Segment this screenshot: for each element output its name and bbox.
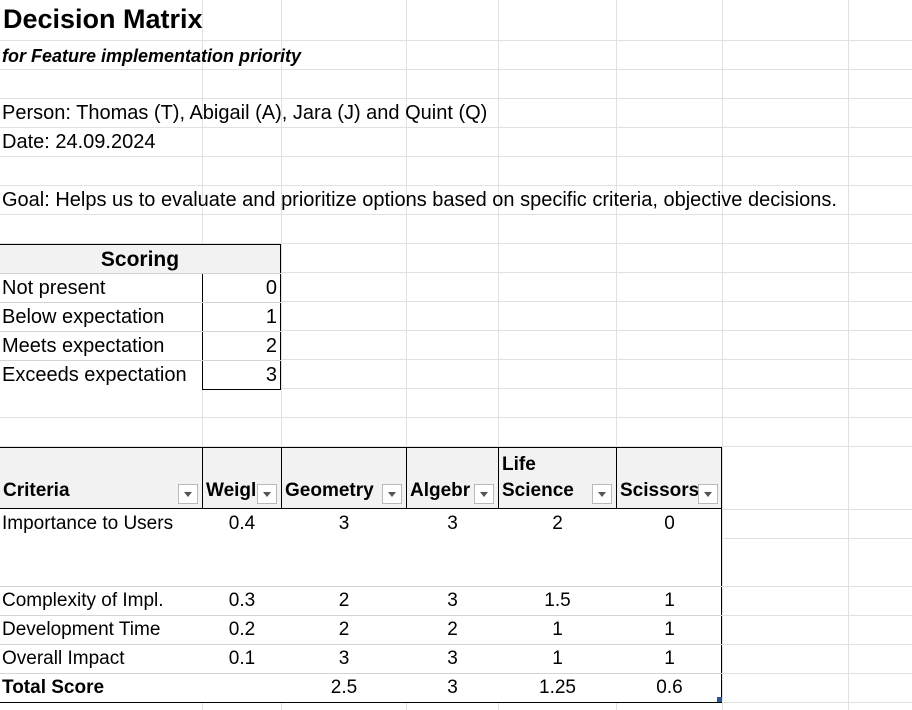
scissors-cell[interactable]: 1 (664, 619, 675, 640)
algebra-cell[interactable]: 3 (447, 513, 458, 534)
scoring-row: Exceeds expectation 3 (0, 360, 281, 390)
scoring-table: Scoring Not present 0 Below expectation … (0, 244, 281, 390)
scoring-row: Below expectation 1 (0, 302, 281, 332)
column-header-label: Life Science (502, 454, 574, 501)
scissors-cell[interactable]: 1 (664, 648, 675, 669)
weight-cell[interactable]: 0.4 (228, 513, 256, 534)
criteria-cell[interactable]: Importance to Users (2, 513, 174, 534)
filter-dropdown-icon[interactable] (474, 484, 494, 504)
life-science-cell[interactable]: 1.5 (544, 590, 571, 611)
filter-dropdown-icon[interactable] (257, 484, 277, 504)
scoring-label[interactable]: Below expectation (2, 306, 165, 328)
scoring-label[interactable]: Not present (2, 277, 106, 299)
life-science-cell[interactable]: 1 (552, 619, 563, 640)
sheet-subtitle[interactable]: for Feature implementation priority (2, 46, 302, 66)
criteria-cell[interactable]: Complexity of Impl. (2, 590, 164, 611)
total-scissors-cell[interactable]: 0.6 (656, 677, 683, 698)
total-geometry-cell[interactable]: 2.5 (330, 677, 358, 698)
scoring-value[interactable]: 3 (202, 361, 281, 390)
algebra-cell[interactable]: 2 (447, 619, 458, 640)
geometry-cell[interactable]: 3 (338, 513, 350, 534)
criteria-cell[interactable]: Development Time (2, 619, 161, 640)
total-algebra-cell[interactable]: 3 (447, 677, 458, 698)
filter-dropdown-icon[interactable] (382, 484, 402, 504)
scissors-cell[interactable]: 0 (664, 513, 675, 534)
geometry-cell[interactable]: 3 (338, 648, 350, 669)
column-header-label: Algebr (410, 480, 471, 501)
filter-dropdown-icon[interactable] (698, 484, 718, 504)
column-header-geometry[interactable]: Geometry (282, 447, 406, 509)
algebra-cell[interactable]: 3 (447, 590, 458, 611)
table-bottom-border (0, 702, 722, 703)
column-header-label: Weigl (206, 480, 257, 501)
scoring-value[interactable]: 2 (202, 332, 281, 361)
column-header-criteria[interactable]: Criteria (0, 447, 202, 509)
column-header-life-science[interactable]: Life Science (499, 447, 616, 509)
goal-line[interactable]: Goal: Helps us to evaluate and prioritiz… (2, 189, 837, 211)
scoring-header[interactable]: Scoring (0, 244, 281, 273)
geometry-cell[interactable]: 2 (338, 619, 350, 640)
column-header-algebra[interactable]: Algebr (407, 447, 498, 509)
life-science-cell[interactable]: 1 (552, 648, 563, 669)
column-header-label: Geometry (285, 480, 374, 501)
person-line[interactable]: Person: Thomas (T), Abigail (A), Jara (J… (2, 102, 488, 124)
scoring-bottom-border (202, 389, 281, 390)
scissors-cell[interactable]: 1 (664, 590, 675, 611)
scoring-label[interactable]: Exceeds expectation (2, 364, 187, 386)
total-life-science-cell[interactable]: 1.25 (539, 677, 576, 698)
sheet-title[interactable]: Decision Matrix (3, 4, 203, 34)
total-score-label[interactable]: Total Score (2, 677, 105, 698)
column-header-weight[interactable]: Weigl (203, 447, 281, 509)
scoring-value[interactable]: 0 (202, 274, 281, 303)
weight-cell[interactable]: 0.2 (228, 619, 256, 640)
column-header-label: Scissors (620, 480, 698, 501)
criteria-cell[interactable]: Overall Impact (2, 648, 125, 669)
scoring-value[interactable]: 1 (202, 303, 281, 332)
column-header-label: Criteria (3, 480, 70, 501)
life-science-cell[interactable]: 2 (552, 513, 563, 534)
table-resize-handle[interactable] (717, 697, 722, 702)
filter-dropdown-icon[interactable] (592, 484, 612, 504)
column-header-scissors[interactable]: Scissors (617, 447, 722, 509)
geometry-cell[interactable]: 2 (338, 590, 350, 611)
decision-table: Criteria Weigl Geometry Algebr Life Scie… (0, 447, 722, 703)
scoring-label[interactable]: Meets expectation (2, 335, 165, 357)
weight-cell[interactable]: 0.3 (228, 590, 256, 611)
date-line[interactable]: Date: 24.09.2024 (2, 131, 156, 153)
scoring-row: Not present 0 (0, 273, 281, 303)
filter-dropdown-icon[interactable] (178, 484, 198, 504)
scoring-row: Meets expectation 2 (0, 331, 281, 361)
algebra-cell[interactable]: 3 (447, 648, 458, 669)
weight-cell[interactable]: 0.1 (228, 648, 256, 669)
